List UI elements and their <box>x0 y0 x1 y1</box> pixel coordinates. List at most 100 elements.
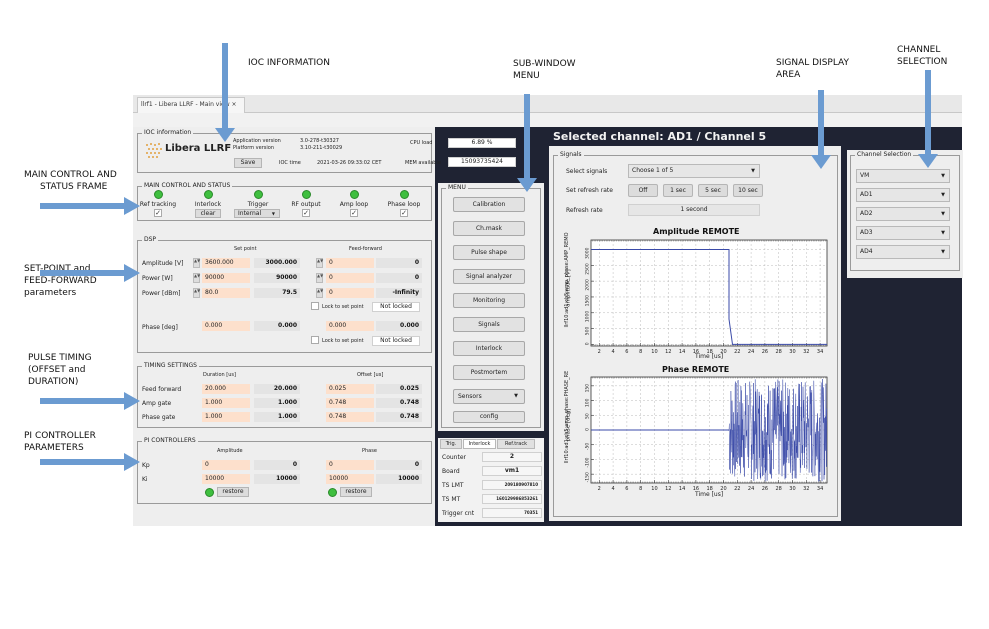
channel-vm[interactable]: VM ▼ <box>856 169 950 183</box>
menu-button-signal-analyzer[interactable]: Signal analyzer <box>453 269 525 284</box>
y-tick-label: -50 <box>585 443 591 450</box>
x-tick-label: 14 <box>679 486 685 492</box>
x-tick-label: 34 <box>817 486 823 492</box>
duration-input[interactable]: 1.000 <box>202 398 250 408</box>
status-led <box>204 190 213 199</box>
pi-phase-restore-button[interactable]: restore <box>340 487 372 497</box>
spin-arrows-icon[interactable]: ▲▼ <box>316 258 323 268</box>
channel-ad2[interactable]: AD2 ▼ <box>856 207 950 221</box>
phase-ff-input[interactable]: 0.000 <box>326 321 374 331</box>
arrow-channel-head-icon <box>918 154 938 168</box>
arrow-pulse <box>40 398 128 404</box>
menu-button-pulse-shape[interactable]: Pulse shape <box>453 245 525 260</box>
trig-tab[interactable]: Trig. <box>440 439 462 449</box>
refresh-rate-button[interactable]: 10 sec <box>733 184 763 197</box>
menu-button-calibration[interactable]: Calibration <box>453 197 525 212</box>
chevron-down-icon: ▼ <box>941 192 945 198</box>
channel-ad1[interactable]: AD1 ▼ <box>856 188 950 202</box>
x-tick-label: 18 <box>707 486 713 492</box>
ioc-information-frame: IOC information <box>137 129 432 173</box>
setpoint-input[interactable]: 80.0 <box>202 288 250 298</box>
tab-main-view[interactable]: llrf1 - Libera LLRF - Main view × <box>137 97 245 113</box>
menu-button-postmortem[interactable]: Postmortem <box>453 365 525 380</box>
spin-arrows-icon[interactable]: ▲▼ <box>193 258 200 268</box>
x-tick-label: 22 <box>734 486 740 492</box>
arrow-signal-head-icon <box>811 155 831 169</box>
y-tick-label: 0 <box>585 428 591 431</box>
menu-frame: MENU <box>441 184 541 428</box>
offset-input[interactable]: 0.748 <box>326 398 374 408</box>
arrow-setpoint-head-icon <box>124 264 140 282</box>
save-button[interactable]: Save <box>234 158 262 168</box>
app-version-value: 3.0-278-t30327 <box>300 138 339 144</box>
pi-phase-input[interactable]: 10000 <box>326 474 374 484</box>
main-control-checkbox[interactable]: ✓ <box>154 209 162 217</box>
y-tick-label: 2500 <box>585 263 591 275</box>
trig-row-value: 2 <box>482 452 542 462</box>
app-version-label: Application version <box>233 138 281 144</box>
sensors-label: Sensors <box>458 393 482 400</box>
refresh-rate-button[interactable]: 5 sec <box>698 184 728 197</box>
trigger-mode-dropdown[interactable]: Internal ▼ <box>234 209 280 218</box>
channel-label: VM <box>860 172 870 179</box>
offset-input[interactable]: 0.025 <box>326 384 374 394</box>
spin-arrows-icon[interactable]: ▲▼ <box>193 288 200 298</box>
refresh-rate-label: Refresh rate <box>566 207 603 214</box>
pi-amp-input[interactable]: 0 <box>202 460 250 470</box>
select-signals-dropdown[interactable]: Choose 1 of 5 ▼ <box>628 164 760 178</box>
lock-setpoint-checkbox[interactable] <box>311 302 319 310</box>
y-tick-label: -150 <box>585 472 591 482</box>
setpoint-readback: 90000 <box>254 273 300 283</box>
x-tick-label: 24 <box>748 349 754 355</box>
menu-button-signals[interactable]: Signals <box>453 317 525 332</box>
arrow-main-control-head-icon <box>124 197 140 215</box>
config-button[interactable]: config <box>453 411 525 423</box>
lock-setpoint-label-2: Lock to set point <box>322 338 364 344</box>
tab-close-icon[interactable]: × <box>231 101 237 108</box>
refresh-rate-button[interactable]: Off <box>628 184 658 197</box>
menu-button-ch-mask[interactable]: Ch.mask <box>453 221 525 236</box>
spin-arrows-icon[interactable]: ▲▼ <box>316 273 323 283</box>
dsp-row-label: Amplitude [V] <box>142 260 184 267</box>
setpoint-input[interactable]: 90000 <box>202 273 250 283</box>
main-control-checkbox[interactable]: ✓ <box>350 209 358 217</box>
annotation-setpoint-3: parameters <box>24 288 77 298</box>
refresh-rate-button[interactable]: 1 sec <box>663 184 693 197</box>
mem-available-value: 15093735424 <box>448 157 516 167</box>
duration-header: Duration [us] <box>203 372 236 378</box>
channel-label: AD2 <box>860 210 873 217</box>
lock-setpoint-checkbox-2[interactable] <box>311 336 319 344</box>
feedforward-input[interactable]: 0 <box>326 273 374 283</box>
menu-frame-label: MENU <box>446 184 468 191</box>
phase-setpoint-input[interactable]: 0.000 <box>202 321 250 331</box>
dsp-frame-label: DSP <box>142 236 159 243</box>
main-control-frame-label: MAIN CONTROL AND STATUS <box>142 182 233 189</box>
x-tick-label: 16 <box>693 349 699 355</box>
interlock-clear-button[interactable]: clear <box>195 209 221 218</box>
annotation-submenu-2: MENU <box>513 71 540 81</box>
spin-arrows-icon[interactable]: ▲▼ <box>193 273 200 283</box>
trig-tab[interactable]: Interlock <box>463 439 496 449</box>
feedforward-input[interactable]: 0 <box>326 258 374 268</box>
pi-amp-restore-button[interactable]: restore <box>217 487 249 497</box>
duration-input[interactable]: 1.000 <box>202 412 250 422</box>
trig-tab[interactable]: Ref.track <box>497 439 535 449</box>
channel-ad3[interactable]: AD3 ▼ <box>856 226 950 240</box>
main-control-checkbox[interactable]: ✓ <box>400 209 408 217</box>
main-control-checkbox[interactable]: ✓ <box>302 209 310 217</box>
menu-button-monitoring[interactable]: Monitoring <box>453 293 525 308</box>
pi-phase-input[interactable]: 0 <box>326 460 374 470</box>
duration-input[interactable]: 20.000 <box>202 384 250 394</box>
pi-amp-input[interactable]: 10000 <box>202 474 250 484</box>
offset-input[interactable]: 0.748 <box>326 412 374 422</box>
sensors-dropdown[interactable]: Sensors ▼ <box>453 389 525 404</box>
menu-button-interlock[interactable]: Interlock <box>453 341 525 356</box>
channel-ad4[interactable]: AD4 ▼ <box>856 245 950 259</box>
spin-arrows-icon[interactable]: ▲▼ <box>316 288 323 298</box>
chevron-down-icon: ▼ <box>941 211 945 217</box>
phase-noise-trace <box>728 378 828 482</box>
setpoint-input[interactable]: 3600.000 <box>202 258 250 268</box>
feedforward-input[interactable]: 0 <box>326 288 374 298</box>
pi-amplitude-header: Amplitude <box>217 448 243 454</box>
libera-logo-text: Libera LLRF <box>165 143 232 154</box>
